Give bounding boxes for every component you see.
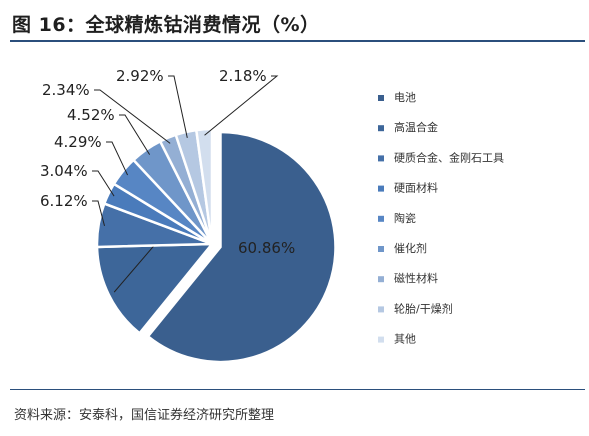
- data-label-硬面材料: 3.04%: [40, 162, 88, 180]
- chart-title: 图 16：全球精炼钴消费情况（%）: [12, 14, 320, 36]
- leader-line-磁性材料: [94, 89, 171, 144]
- legend-swatch-陶瓷: [378, 215, 384, 222]
- source-note: 资料来源：安泰科，国信证券经济研究所整理: [14, 408, 275, 423]
- legend-swatch-其他: [378, 336, 384, 343]
- legend-label-硬质合金-金刚石工具: 硬质合金、金刚石工具: [394, 150, 504, 164]
- data-label-磁性材料: 2.34%: [42, 81, 90, 99]
- pie-slice-高温合金: [95, 242, 215, 336]
- leader-line-轮胎-干燥剂: [168, 75, 188, 138]
- legend-label-其他: 其他: [394, 333, 416, 346]
- legend-label-高温合金: 高温合金: [394, 120, 438, 134]
- legend-label-轮胎-干燥剂: 轮胎/干燥剂: [394, 301, 453, 315]
- leader-line-催化剂: [119, 114, 151, 155]
- legend-label-硬面材料: 硬面材料: [394, 181, 438, 195]
- legend-label-电池: 电池: [394, 91, 416, 104]
- legend-label-磁性材料: 磁性材料: [394, 271, 438, 285]
- leader-line-其他: [204, 75, 279, 136]
- legend-swatch-催化剂: [378, 246, 384, 252]
- leader-line-硬面材料: [92, 170, 115, 197]
- pie-chart: 60.86%13.74%6.12%3.04%4.29%4.52%2.34%2.9…: [40, 67, 504, 364]
- legend-label-催化剂: 催化剂: [394, 241, 427, 255]
- data-label-轮胎-干燥剂: 2.92%: [116, 67, 164, 85]
- data-label-陶瓷: 4.29%: [54, 133, 102, 151]
- legend-swatch-高温合金: [378, 125, 384, 132]
- pie-slice-电池: [146, 130, 337, 364]
- legend-swatch-硬质合金-金刚石工具: [378, 155, 384, 162]
- legend-label-陶瓷: 陶瓷: [394, 211, 416, 225]
- legend-swatch-电池: [378, 95, 384, 101]
- legend-swatch-硬面材料: [378, 185, 384, 192]
- data-label-其他: 2.18%: [219, 67, 267, 85]
- footer-divider: [10, 389, 585, 390]
- data-label-催化剂: 4.52%: [67, 106, 115, 124]
- leader-line-陶瓷: [106, 141, 129, 176]
- data-label-电池: 60.86%: [238, 239, 295, 257]
- data-label-硬质合金-金刚石工具: 6.12%: [40, 192, 88, 210]
- title-divider: [10, 40, 585, 42]
- legend-swatch-轮胎-干燥剂: [378, 306, 384, 313]
- leader-line-硬质合金-金刚石工具: [92, 200, 105, 227]
- legend-swatch-磁性材料: [378, 276, 384, 283]
